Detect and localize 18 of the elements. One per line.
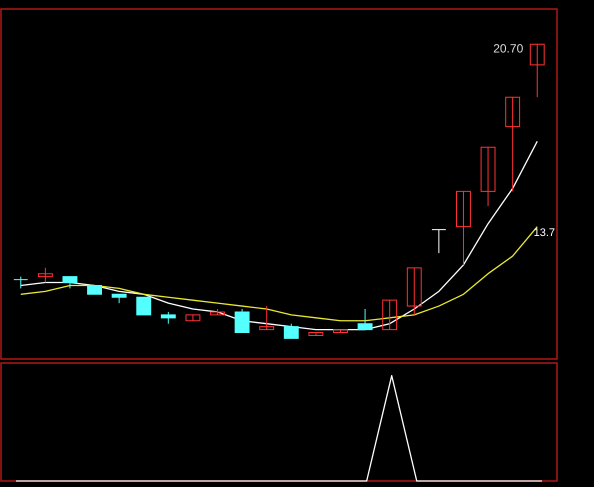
candlestick [358,308,373,330]
candlestick [62,276,78,289]
candlestick [431,229,446,254]
candlestick [530,44,545,98]
annotation: 20.70 [493,41,524,56]
candlestick [284,323,299,339]
candlestick [13,276,28,289]
candlestick [382,300,398,330]
candlestick [406,267,422,316]
candlestick [259,306,274,330]
candlestick [160,311,176,324]
candlestick [234,308,250,334]
candlestick [480,146,496,207]
candlestick [136,296,152,316]
candlestick [456,190,471,266]
candlestick [505,96,520,192]
candlestick [38,267,53,284]
annotation: 13.7 [534,227,555,239]
